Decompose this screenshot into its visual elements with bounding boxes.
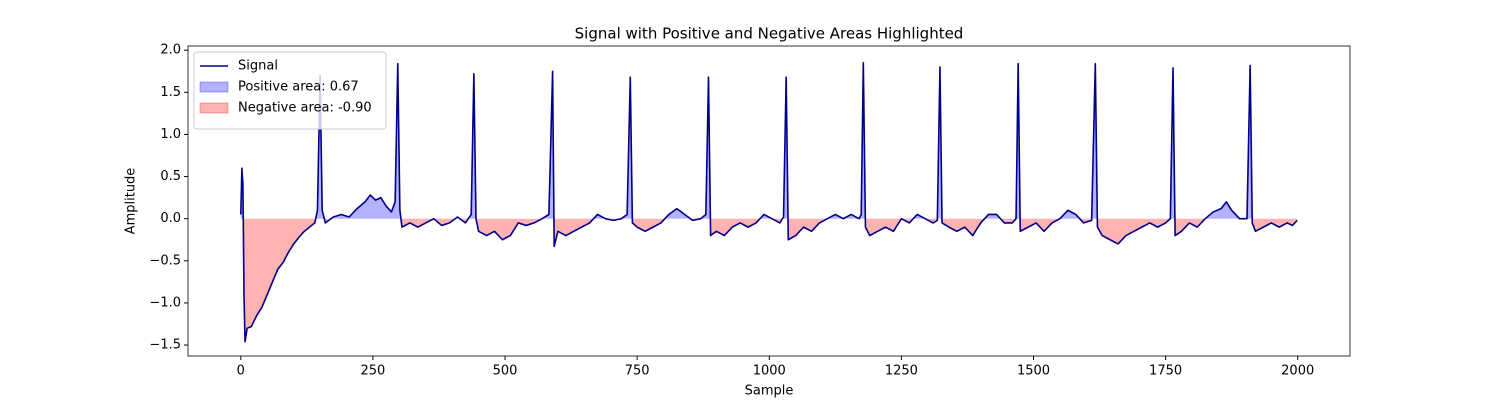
y-tick-label: −1.0 [149,295,181,310]
x-tick-label: 250 [361,364,386,379]
plot-frame [187,45,1351,357]
y-tick-label: −1.5 [149,338,181,353]
y-tick-label: −0.5 [149,253,181,268]
x-tick-label: 1750 [1149,364,1182,379]
x-tick-label: 1250 [885,364,918,379]
y-tick-label: 0.0 [160,211,181,226]
x-tick-label: 1000 [753,364,786,379]
y-axis-label: Amplitude [124,168,139,235]
legend-patch [199,102,229,114]
chart-title: Signal with Positive and Negative Areas … [575,25,964,43]
legend-box [193,51,387,130]
x-tick-label: 500 [493,364,518,379]
x-tick-label: 750 [625,364,650,379]
x-tick-label: 0 [237,364,245,379]
x-tick-label: 2000 [1281,364,1314,379]
signal-line [240,62,1298,343]
y-tick-label: 1.5 [160,85,181,100]
y-tick-label: 2.0 [160,43,181,58]
legend-label: Positive area: 0.67 [238,80,359,95]
legend-label: Signal [238,59,278,74]
legend-patch [199,81,229,93]
x-axis-label: Sample [745,384,794,399]
y-tick-label: 0.5 [160,169,181,184]
x-tick-label: 1500 [1017,364,1050,379]
legend-label: Negative area: -0.90 [238,101,372,116]
y-tick-label: 1.0 [160,127,181,142]
